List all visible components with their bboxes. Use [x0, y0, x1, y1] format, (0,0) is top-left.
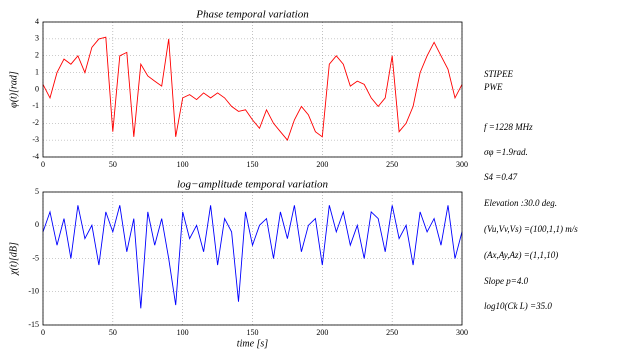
side-note: (Vu,Vv,Vs) =(100,1,1) m/s — [484, 224, 578, 234]
y-tick-label: 3 — [35, 34, 39, 43]
y-tick-label: -2 — [32, 118, 39, 127]
x-tick-label: 0 — [41, 328, 45, 337]
y-tick-label: 2 — [35, 51, 39, 60]
side-note: PWE — [483, 82, 503, 92]
y-tick-label: 0 — [35, 220, 39, 229]
x-tick-label: 150 — [247, 328, 259, 337]
x-tick-label: 300 — [456, 328, 468, 337]
x-tick-label: 100 — [177, 328, 189, 337]
plot-frame — [42, 191, 463, 326]
side-note: S4 =0.47 — [484, 172, 518, 182]
y-tick-label: -15 — [28, 320, 39, 329]
x-tick-label: 250 — [386, 160, 398, 169]
y-tick-label: 5 — [35, 187, 39, 196]
chart-title: Phase temporal variation — [195, 9, 309, 21]
chart-title: log−amplitude temporal variation — [177, 179, 329, 191]
x-tick-label: 50 — [109, 328, 117, 337]
x-tick-label: 150 — [247, 160, 259, 169]
y-tick-label: -1 — [32, 101, 39, 110]
y-tick-label: -4 — [32, 152, 39, 161]
data-line — [42, 205, 463, 309]
y-tick-label: 0 — [35, 84, 39, 93]
side-note: STIPEE — [484, 69, 513, 79]
x-tick-label: 100 — [177, 160, 189, 169]
side-note: (Ax,Ay,Az) =(1,1,10) — [484, 250, 558, 260]
x-tick-label: 200 — [316, 160, 328, 169]
x-tick-label: 250 — [386, 328, 398, 337]
side-note: Elevation :30.0 deg. — [483, 198, 557, 208]
y-axis-label: φ(t)[rad] — [8, 71, 19, 108]
y-tick-label: 4 — [35, 17, 39, 26]
side-note: Slope p=4.0 — [484, 276, 529, 286]
x-tick-label: 0 — [41, 160, 45, 169]
side-note: f =1228 MHz — [484, 122, 533, 132]
y-tick-label: -5 — [32, 253, 39, 262]
side-note: σφ =1.9rad. — [484, 147, 528, 157]
x-tick-label: 50 — [109, 160, 117, 169]
x-tick-label: 300 — [456, 160, 468, 169]
plot-frame — [42, 21, 463, 158]
y-tick-label: -3 — [32, 135, 39, 144]
data-line — [42, 36, 463, 142]
x-axis-label: time [s] — [237, 338, 269, 349]
side-note: log10(Ck L) =35.0 — [484, 301, 552, 311]
y-tick-label: 1 — [35, 67, 39, 76]
y-axis-label: χ(t)[dB] — [8, 242, 19, 276]
y-tick-label: -10 — [28, 287, 39, 296]
x-tick-label: 200 — [316, 328, 328, 337]
